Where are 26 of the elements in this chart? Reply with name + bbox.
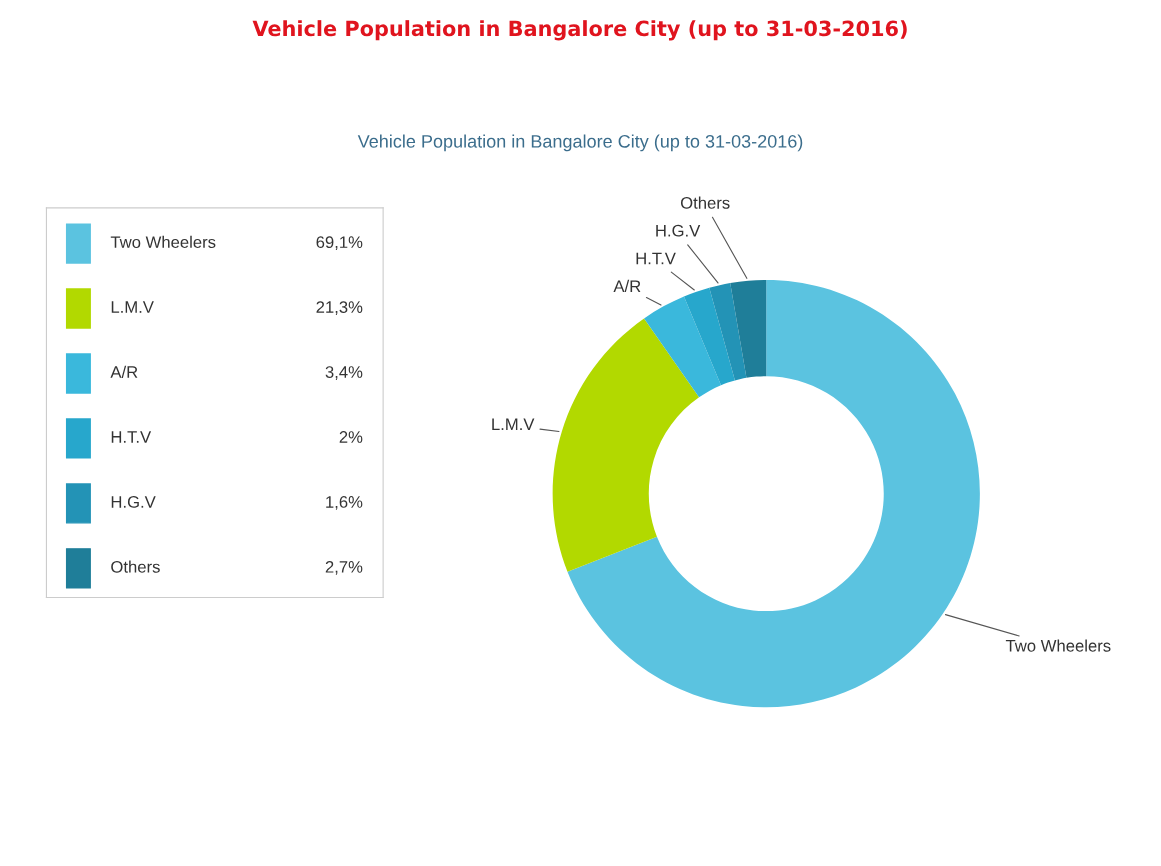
chart-title: Vehicle Population in Bangalore City (up to 31-03-2016) — [252, 20, 907, 41]
data-label: 2,7% — [325, 560, 363, 575]
slice-label: A/R — [613, 279, 641, 293]
legend-label: Others — [111, 560, 160, 573]
donut-slice — [552, 318, 700, 572]
slice-label: Two Wheelers — [1005, 639, 1111, 652]
donut-slice — [730, 280, 767, 378]
slice-label: L.M.V — [492, 418, 535, 430]
slice-label: H.T.V — [636, 252, 676, 265]
legend-label: H.T.V — [111, 431, 152, 443]
donut-slice — [567, 280, 980, 708]
chart-subtitle: Vehicle Population in Bangalore City (up to 31-03-2016) — [357, 134, 803, 152]
donut-slice — [709, 283, 747, 381]
donut-slice — [683, 287, 735, 386]
legend-label: H.G.V — [111, 496, 156, 508]
legend-label: Two Wheelers — [110, 235, 216, 249]
data-label: 1,6% — [326, 496, 363, 510]
slice-label: H.G.V — [656, 224, 701, 237]
data-label: 69,1% — [316, 236, 363, 251]
legend-label: A/R — [110, 365, 138, 378]
data-label: 21,3% — [316, 301, 363, 315]
data-label: 2% — [339, 431, 363, 443]
data-label: 3,4% — [325, 366, 363, 380]
slice-label: Others — [680, 196, 730, 209]
donut-slice — [644, 296, 721, 398]
legend-label: L.M.V — [111, 301, 154, 313]
